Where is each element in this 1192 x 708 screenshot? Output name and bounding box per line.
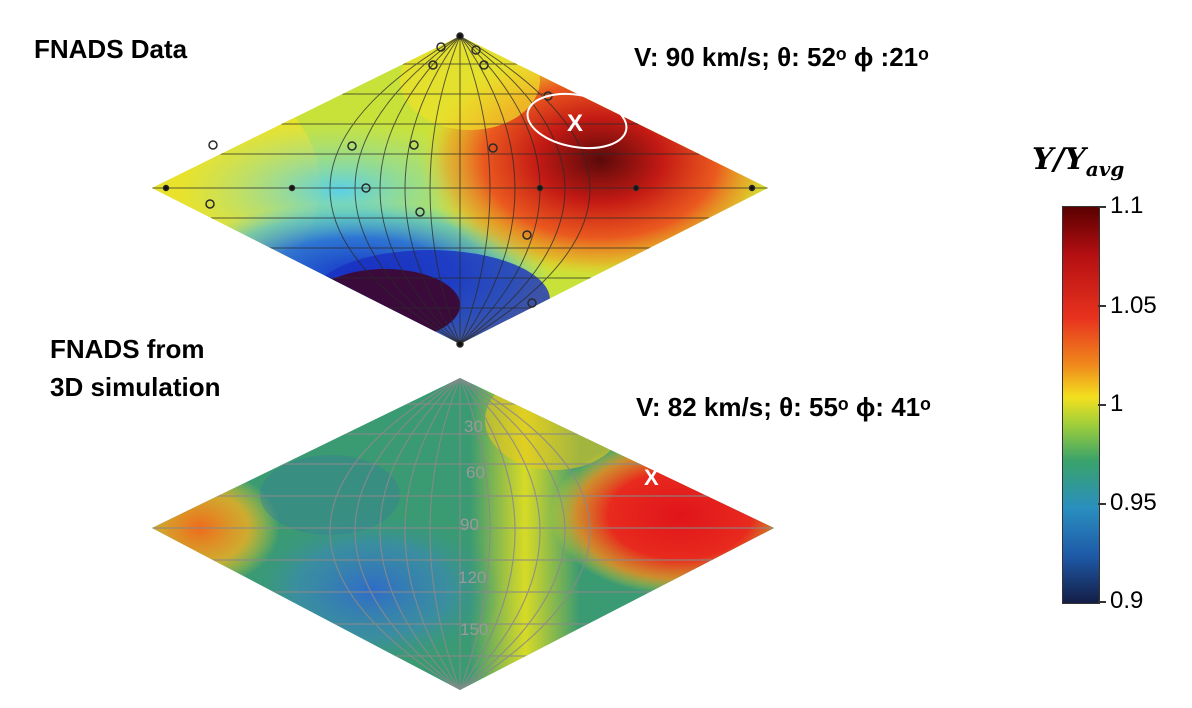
bottom-map-params: V: 82 km/s; θ: 55ᵒ ϕ: 41ᵒ bbox=[636, 392, 931, 422]
colorbar-tick bbox=[1098, 206, 1106, 208]
lat-label-30: 30 bbox=[464, 417, 483, 436]
colorbar-tick-label-0.95: 0.95 bbox=[1110, 489, 1157, 516]
bottom-map-title: FNADS from 3D simulation bbox=[50, 330, 220, 406]
top-map-stations bbox=[162, 32, 756, 348]
top-map-title: FNADS Data bbox=[34, 34, 188, 64]
colorbar-tick bbox=[1098, 305, 1106, 307]
top-map-params: V: 90 km/s; θ: 52ᵒ ϕ :21ᵒ bbox=[634, 42, 929, 72]
colorbar-title-sub: avg bbox=[1085, 157, 1125, 181]
colorbar-tick-label-1.1: 1.1 bbox=[1110, 192, 1144, 219]
lat-label-60: 60 bbox=[466, 463, 485, 482]
bottom-map-x-marker: X bbox=[644, 465, 659, 490]
colorbar-title-main: Y/Y bbox=[1032, 142, 1086, 177]
top-map-x-marker: X bbox=[567, 110, 583, 137]
lat-label-90: 90 bbox=[460, 515, 479, 534]
top-map-source-ellipse bbox=[526, 92, 628, 150]
lat-label-150: 150 bbox=[460, 620, 488, 639]
colorbar-tick-label-1.05: 1.05 bbox=[1110, 292, 1157, 319]
colorbar-title: Y/Yavg bbox=[1032, 142, 1124, 181]
bottom-map-title-line1: FNADS from bbox=[50, 334, 205, 364]
colorbar-tick bbox=[1098, 503, 1106, 505]
colorbar-tick bbox=[1098, 404, 1106, 406]
bottom-map-latitude-labels: 30 60 90 120 150 bbox=[458, 417, 488, 639]
colorbar-tick-label-0.9: 0.9 bbox=[1110, 587, 1144, 614]
colorbar bbox=[1062, 206, 1100, 604]
lat-label-120: 120 bbox=[458, 568, 486, 587]
colorbar-tick-label-1: 1 bbox=[1110, 390, 1124, 417]
bottom-map-title-line2: 3D simulation bbox=[50, 372, 221, 402]
colorbar-tick bbox=[1098, 601, 1106, 603]
